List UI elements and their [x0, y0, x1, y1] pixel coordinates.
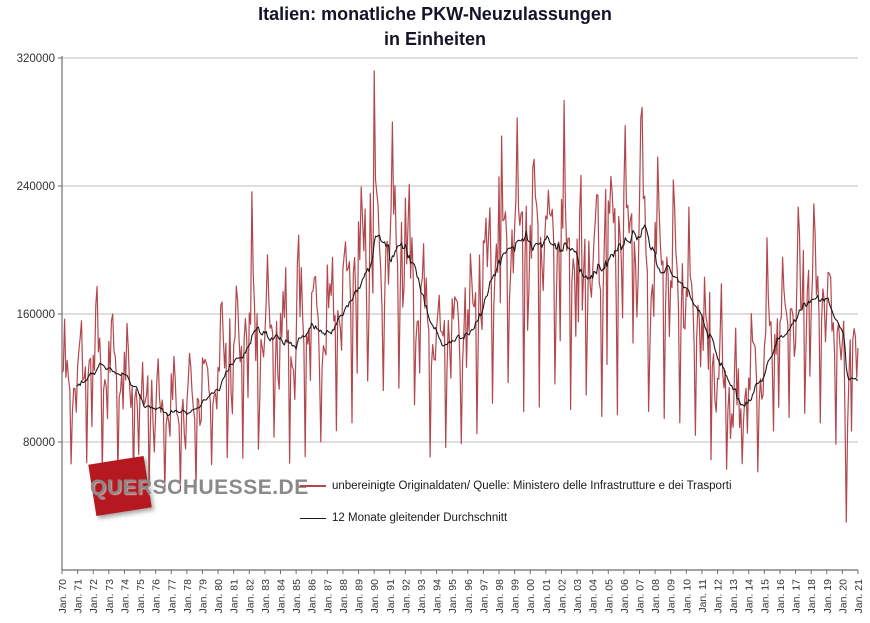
x-tick-label: Jan. 71 — [73, 579, 85, 614]
x-tick-label: Jan. 08 — [650, 579, 662, 614]
x-tick-label: Jan. 96 — [463, 579, 475, 614]
x-tick-label: Jan. 82 — [244, 579, 256, 614]
legend-label-original: unbereinigte Originaldaten/ Quelle: Mini… — [332, 480, 732, 492]
series-original-data-line — [61, 70, 859, 523]
x-tick-label: Jan. 00 — [525, 579, 537, 614]
x-tick-label: Jan. 93 — [416, 579, 428, 614]
y-tick-label: 80000 — [23, 437, 55, 449]
x-tick-label: Jan. 77 — [166, 579, 178, 614]
x-tick-label: Jan. 87 — [322, 579, 334, 614]
x-tick-label: Jan. 72 — [88, 579, 100, 614]
x-tick-label: Jan. 16 — [775, 579, 787, 614]
chart-legend: unbereinigte Originaldaten/ Quelle: Mini… — [300, 470, 732, 534]
y-tick-label: 240000 — [17, 181, 55, 193]
legend-red-line-icon — [300, 485, 326, 487]
logo-text: QUERSCHUESSE.DE — [90, 476, 309, 499]
x-tick-label: Jan. 02 — [556, 579, 568, 614]
x-tick-label: Jan. 20 — [837, 579, 849, 614]
x-tick-label: Jan. 14 — [744, 579, 756, 614]
x-tick-label: Jan. 70 — [57, 579, 69, 614]
x-tick-label: Jan. 01 — [541, 579, 553, 614]
x-tick-label: Jan. 92 — [400, 579, 412, 614]
x-tick-label: Jan. 07 — [634, 579, 646, 614]
x-tick-label: Jan. 83 — [260, 579, 272, 614]
legend-label-moving-average: 12 Monate gleitender Durchschnitt — [332, 512, 508, 524]
x-tick-label: Jan. 03 — [572, 579, 584, 614]
x-tick-label: Jan. 17 — [791, 579, 803, 614]
x-tick-label: Jan. 09 — [666, 579, 678, 614]
x-tick-label: Jan. 15 — [759, 579, 771, 614]
series-moving-average-line — [76, 224, 859, 416]
x-tick-label: Jan. 76 — [151, 579, 163, 614]
x-tick-label: Jan. 74 — [119, 579, 131, 614]
x-tick-label: Jan. 91 — [385, 579, 397, 614]
x-tick-label: Jan. 18 — [806, 579, 818, 614]
legend-item-original: unbereinigte Originaldaten/ Quelle: Mini… — [300, 470, 732, 502]
x-tick-label: Jan. 13 — [728, 579, 740, 614]
x-tick-label: Jan. 85 — [291, 579, 303, 614]
x-tick-label: Jan. 90 — [369, 579, 381, 614]
x-tick-label: Jan. 10 — [681, 579, 693, 614]
x-tick-label: Jan. 12 — [713, 579, 725, 614]
x-tick-label: Jan. 04 — [588, 579, 600, 614]
x-tick-label: Jan. 19 — [822, 579, 834, 614]
legend-black-line-icon — [300, 517, 326, 519]
x-tick-label: Jan. 06 — [619, 579, 631, 614]
legend-item-moving-average: 12 Monate gleitender Durchschnitt — [300, 502, 732, 534]
x-tick-label: Jan. 88 — [338, 579, 350, 614]
x-tick-label: Jan. 73 — [104, 579, 116, 614]
x-tick-label: Jan. 11 — [697, 579, 709, 613]
x-tick-label: Jan. 94 — [432, 579, 444, 614]
chart-title-line2: in Einheiten — [383, 29, 486, 49]
y-tick-label: 160000 — [17, 309, 55, 321]
x-tick-label: Jan. 98 — [494, 579, 506, 614]
x-tick-label: Jan. 86 — [307, 579, 319, 614]
x-tick-label: Jan. 97 — [478, 579, 490, 614]
x-tick-label: Jan. 89 — [354, 579, 366, 614]
x-tick-label: Jan. 21 — [853, 579, 865, 614]
chart-title-line1: Italien: monatliche PKW-Neuzulassungen — [258, 4, 612, 24]
x-tick-label: Jan. 79 — [197, 579, 209, 614]
x-tick-label: Jan. 78 — [182, 579, 194, 614]
x-tick-label: Jan. 84 — [276, 579, 288, 614]
x-tick-label: Jan. 80 — [213, 579, 225, 614]
x-tick-label: Jan. 95 — [447, 579, 459, 614]
querschuesse-logo: QUERSCHUESSE.DE — [88, 455, 318, 520]
x-tick-label: Jan. 81 — [229, 579, 241, 614]
y-tick-label: 320000 — [17, 53, 55, 65]
chart-title: Italien: monatliche PKW-Neuzulassungen i… — [0, 2, 870, 52]
x-tick-label: Jan. 05 — [603, 579, 615, 614]
x-tick-label: Jan. 99 — [510, 579, 522, 614]
x-tick-label: Jan. 75 — [135, 579, 147, 614]
